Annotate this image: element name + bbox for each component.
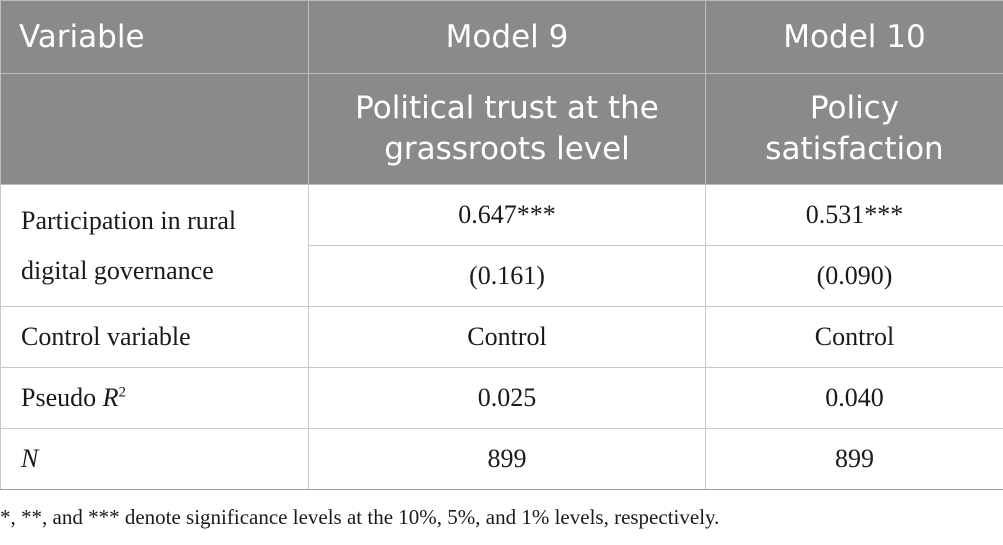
table-row-control: Control variable Control Control [0,306,1003,368]
table-row-n: N 899 899 [0,428,1003,490]
header-model-9: Model 9 [308,0,706,74]
table-footnote: *, **, and *** denote significance level… [0,505,720,529]
row-label-control: Control variable [0,306,309,368]
cell-m9-pseudo-r2: 0.025 [308,367,706,429]
table-row-participation-se: (0.161) (0.090) [1,245,1003,307]
pseudo-r2-text: Pseudo [21,383,103,412]
table-row-pseudo-r2: Pseudo R2 0.025 0.040 [0,367,1003,429]
cell-m9-n: 899 [308,428,706,490]
header-model-10: Model 10 [705,0,1003,74]
header-row-models: Variable Model 9 Model 10 [0,0,1003,74]
cell-m10-se: (0.090) [705,245,1003,307]
cell-m10-coef: 0.531*** [705,184,1003,246]
pseudo-r2-italic-r: R [102,383,119,412]
cell-m9-coef: 0.647*** [308,184,706,246]
header-row-dependent-vars: Political trust at the grassroots level … [0,73,1003,185]
cell-m10-n: 899 [705,428,1003,490]
cell-m10-control: Control [705,306,1003,368]
header-model-9-dependent: Political trust at the grassroots level [308,73,706,185]
n-italic: N [21,444,39,473]
header-variable: Variable [0,0,309,74]
row-label-pseudo-r2: Pseudo R2 [0,367,309,429]
row-label-n: N [0,428,309,490]
table-row-participation-coef: Participation in rural digital governanc… [0,184,1003,307]
header-empty-cell [0,73,309,185]
row-label-participation: Participation in rural digital governanc… [0,184,309,307]
cell-m10-pseudo-r2: 0.040 [705,367,1003,429]
cell-m9-control: Control [308,306,706,368]
regression-table: Variable Model 9 Model 10 Political trus… [0,0,1003,490]
header-model-10-dependent: Policy satisfaction [705,73,1003,185]
cell-m9-se: (0.161) [308,245,706,307]
pseudo-r2-superscript: 2 [118,384,127,401]
